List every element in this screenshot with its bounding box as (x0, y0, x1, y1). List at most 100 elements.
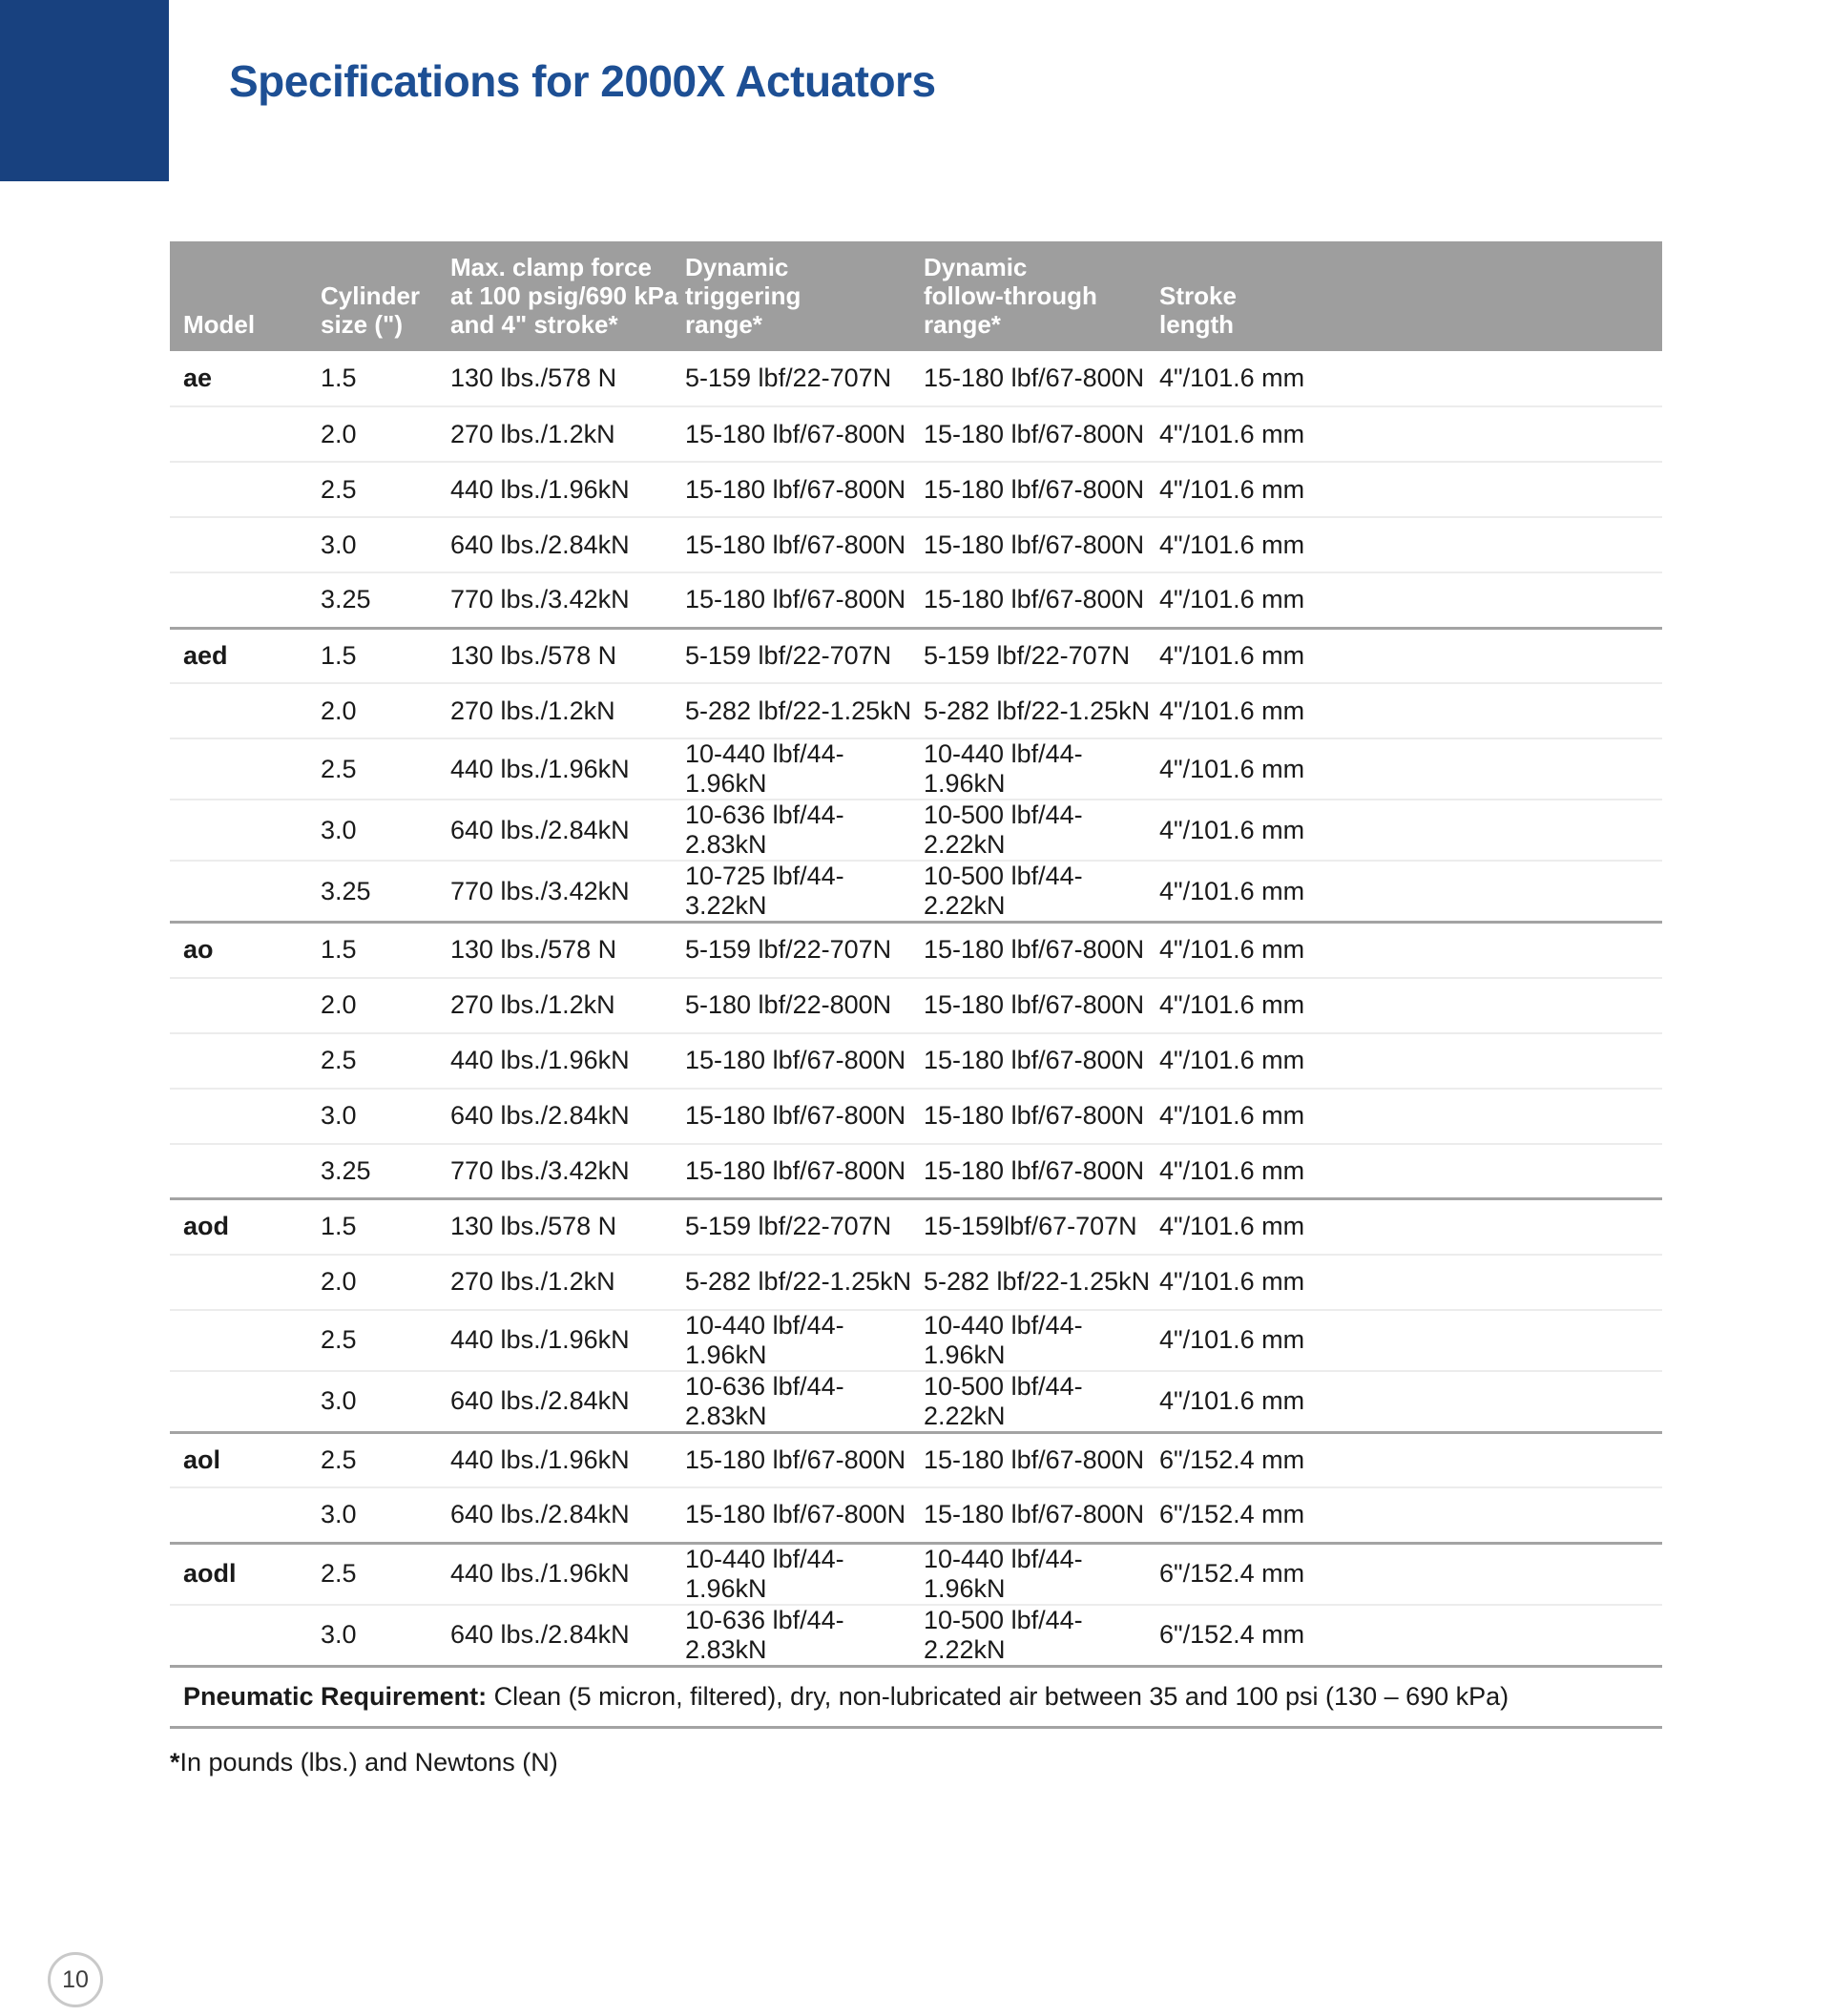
table-row: 3.0 640 lbs./2.84kN 10-636 lbf/44-2.83kN 10… (170, 1370, 1662, 1433)
cell-follow-through-range: 15-180 lbf/67-800N (924, 530, 1145, 559)
cell-cylinder-size: 1.5 (321, 935, 357, 965)
cell-triggering-range: 5-159 lbf/22-707N (685, 640, 892, 670)
cell-model (170, 861, 321, 923)
page-number: 10 (62, 1965, 89, 1993)
cell-cylinder-size: 2.0 (321, 419, 357, 448)
cell-triggering-range: 15-180 lbf/67-800N (685, 419, 906, 448)
cell-triggering-range: 10-636 lbf/44-2.83kN (685, 1605, 844, 1664)
cell-stroke-length: 4"/101.6 mm (1159, 474, 1305, 504)
cell-clamp-force: 440 lbs./1.96kN (450, 1559, 630, 1588)
cell-follow-through-range: 15-180 lbf/67-800N (924, 990, 1145, 1019)
pneumatic-requirement-label: Pneumatic Requirement: (183, 1681, 488, 1711)
col-header-follow-through-range: Dynamic follow-through range* (924, 241, 1159, 351)
cell-triggering-range: 10-440 lbf/44-1.96kN (685, 1310, 844, 1369)
table-row: 2.0 270 lbs./1.2kN 5-282 lbf/22-1.25kN 5-28… (170, 1254, 1662, 1310)
cell-cylinder-size: 3.0 (321, 1500, 357, 1529)
cell-model (170, 1605, 321, 1667)
cell-follow-through-range: 10-500 lbf/44-2.22kN (924, 862, 1083, 920)
cell-stroke-length: 4"/101.6 mm (1159, 876, 1305, 905)
cell-model (170, 406, 321, 462)
col-header-clamp-force: Max. clamp force at 100 psig/690 kPa and… (450, 241, 685, 351)
cell-triggering-range: 10-440 lbf/44-1.96kN (685, 739, 844, 798)
cell-cylinder-size: 3.25 (321, 876, 371, 905)
cell-clamp-force: 440 lbs./1.96kN (450, 1444, 630, 1474)
cell-clamp-force: 640 lbs./2.84kN (450, 1101, 630, 1130)
cell-model (170, 1371, 321, 1433)
table-row: 3.25 770 lbs./3.42kN 10-725 lbf/44-3.22kN 1… (170, 861, 1662, 923)
footnote-text: In pounds (lbs.) and Newtons (N) (179, 1747, 558, 1777)
cell-triggering-range: 5-159 lbf/22-707N (685, 1212, 892, 1241)
cell-clamp-force: 770 lbs./3.42kN (450, 585, 630, 614)
footnote-asterisk: * (170, 1747, 180, 1777)
cell-model (170, 462, 321, 517)
cell-triggering-range: 15-180 lbf/67-800N (685, 530, 906, 559)
table-row: 3.25 770 lbs./3.42kN 15-180 lbf/67-800N 15-… (170, 1143, 1662, 1199)
cell-triggering-range: 15-180 lbf/67-800N (685, 1500, 906, 1529)
cell-triggering-range: 5-159 lbf/22-707N (685, 364, 892, 392)
cell-clamp-force: 130 lbs./578 N (450, 364, 617, 392)
cell-triggering-range: 15-180 lbf/67-800N (685, 1444, 906, 1474)
cell-triggering-range: 15-180 lbf/67-800N (685, 1155, 906, 1185)
cell-follow-through-range: 15-159lbf/67-707N (924, 1212, 1137, 1241)
cell-clamp-force: 270 lbs./1.2kN (450, 696, 615, 725)
cell-follow-through-range: 5-159 lbf/22-707N (924, 640, 1131, 670)
cell-follow-through-range: 15-180 lbf/67-800N (924, 585, 1145, 614)
cell-stroke-length: 4"/101.6 mm (1159, 696, 1305, 725)
cell-model: aodl (183, 1559, 237, 1588)
cell-stroke-length: 6"/152.4 mm (1159, 1620, 1305, 1649)
table-row: 3.0 640 lbs./2.84kN 15-180 lbf/67-800N 15-1… (170, 517, 1662, 572)
cell-follow-through-range: 15-180 lbf/67-800N (924, 1500, 1145, 1529)
table-row: 2.5 440 lbs./1.96kN 10-440 lbf/44-1.96kN 10… (170, 738, 1662, 800)
table-row: 3.0 640 lbs./2.84kN 15-180 lbf/67-800N 15-1… (170, 1088, 1662, 1144)
cell-stroke-length: 4"/101.6 mm (1159, 1046, 1305, 1074)
cell-triggering-range: 5-282 lbf/22-1.25kN (685, 1267, 912, 1296)
cell-model (170, 800, 321, 861)
table-row: 2.0 270 lbs./1.2kN 5-282 lbf/22-1.25kN 5-28… (170, 683, 1662, 738)
cell-cylinder-size: 2.0 (321, 1267, 357, 1296)
cell-model: aod (183, 1212, 230, 1241)
cell-cylinder-size: 3.0 (321, 1620, 357, 1649)
cell-stroke-length: 4"/101.6 mm (1159, 1101, 1305, 1130)
cell-model (170, 1144, 321, 1199)
cell-clamp-force: 770 lbs./3.42kN (450, 876, 630, 905)
cell-follow-through-range: 15-180 lbf/67-800N (924, 364, 1145, 392)
cell-clamp-force: 440 lbs./1.96kN (450, 474, 630, 504)
col-header-model: Model (170, 241, 321, 351)
table-row: aodl 2.5 440 lbs./1.96kN 10-440 lbf/44-1.96… (170, 1543, 1662, 1605)
table-row: 2.0 270 lbs./1.2kN 15-180 lbf/67-800N 15-18… (170, 406, 1662, 462)
cell-model: ae (183, 364, 213, 392)
cell-follow-through-range: 15-180 lbf/67-800N (924, 1101, 1145, 1130)
table-row: 2.5 440 lbs./1.96kN 10-440 lbf/44-1.96kN 10… (170, 1309, 1662, 1371)
cell-follow-through-range: 10-440 lbf/44-1.96kN (924, 1310, 1083, 1369)
cell-model (170, 572, 321, 628)
table-row: 2.5 440 lbs./1.96kN 15-180 lbf/67-800N 15-1… (170, 1032, 1662, 1089)
page-number-badge: 10 (48, 1952, 103, 2007)
cell-cylinder-size: 3.25 (321, 585, 371, 614)
cell-clamp-force: 770 lbs./3.42kN (450, 1155, 630, 1185)
cell-cylinder-size: 3.0 (321, 1386, 357, 1415)
table-row: aod 1.5 130 lbs./578 N 5-159 lbf/22-707N 15-… (170, 1198, 1662, 1255)
cell-stroke-length: 4"/101.6 mm (1159, 1386, 1305, 1415)
cell-follow-through-range: 15-180 lbf/67-800N (924, 474, 1145, 504)
accent-block (0, 0, 169, 181)
cell-triggering-range: 10-636 lbf/44-2.83kN (685, 800, 844, 859)
cell-clamp-force: 640 lbs./2.84kN (450, 815, 630, 844)
cell-model (170, 1310, 321, 1371)
cell-stroke-length: 4"/101.6 mm (1159, 419, 1305, 448)
cell-triggering-range: 5-159 lbf/22-707N (685, 935, 892, 965)
cell-cylinder-size: 2.5 (321, 1559, 357, 1588)
cell-model (170, 1255, 321, 1310)
page-title: Specifications for 2000X Actuators (229, 56, 936, 106)
cell-clamp-force: 440 lbs./1.96kN (450, 754, 630, 783)
cell-cylinder-size: 2.5 (321, 1046, 357, 1074)
cell-stroke-length: 6"/152.4 mm (1159, 1559, 1305, 1588)
cell-model: aed (183, 640, 228, 670)
cell-triggering-range: 10-636 lbf/44-2.83kN (685, 1371, 844, 1430)
cell-triggering-range: 5-180 lbf/22-800N (685, 990, 892, 1019)
cell-triggering-range: 5-282 lbf/22-1.25kN (685, 696, 912, 725)
cell-stroke-length: 6"/152.4 mm (1159, 1500, 1305, 1529)
cell-follow-through-range: 10-440 lbf/44-1.96kN (924, 1544, 1083, 1603)
cell-cylinder-size: 2.5 (321, 1325, 357, 1354)
cell-stroke-length: 4"/101.6 mm (1159, 1267, 1305, 1296)
cell-model (170, 683, 321, 738)
